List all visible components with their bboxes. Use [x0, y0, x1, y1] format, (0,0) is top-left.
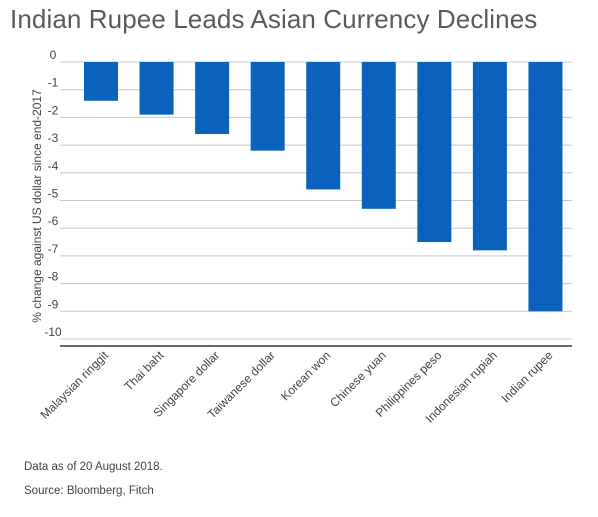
x-tick-label: Indian rupee [498, 348, 555, 405]
x-tick-label: Thai baht [121, 348, 167, 394]
bar [528, 62, 563, 312]
footnote: Data as of 20 August 2018. [24, 461, 163, 473]
y-tick-label: -10 [44, 325, 62, 339]
bar [139, 62, 174, 115]
y-tick-label: -1 [48, 76, 59, 90]
bar [417, 62, 452, 243]
source-note: Source: Bloomberg, Fitch [24, 485, 154, 497]
y-tick-label: -6 [48, 214, 59, 228]
y-tick-label: -8 [48, 270, 59, 284]
y-tick-label: 0 [50, 48, 57, 62]
y-tick-label: -7 [48, 242, 59, 256]
chart-title: Indian Rupee Leads Asian Currency Declin… [10, 4, 538, 34]
y-axis-label: % change against US dollar since end-201… [30, 89, 44, 323]
bar [250, 62, 285, 151]
bar [195, 62, 230, 135]
y-tick-label: -2 [48, 103, 59, 117]
bar [472, 62, 507, 251]
y-tick-label: -5 [48, 187, 59, 201]
x-tick-label: Korean won [278, 348, 333, 403]
bar [361, 62, 396, 209]
x-tick-label: Malaysian ringgit [38, 348, 112, 422]
y-tick-label: -9 [48, 297, 59, 311]
bar [84, 62, 118, 101]
y-tick-label: -3 [48, 131, 59, 145]
bar [306, 62, 341, 190]
y-tick-label: -4 [48, 159, 59, 173]
x-tick-label: Chinese yuan [327, 348, 389, 410]
